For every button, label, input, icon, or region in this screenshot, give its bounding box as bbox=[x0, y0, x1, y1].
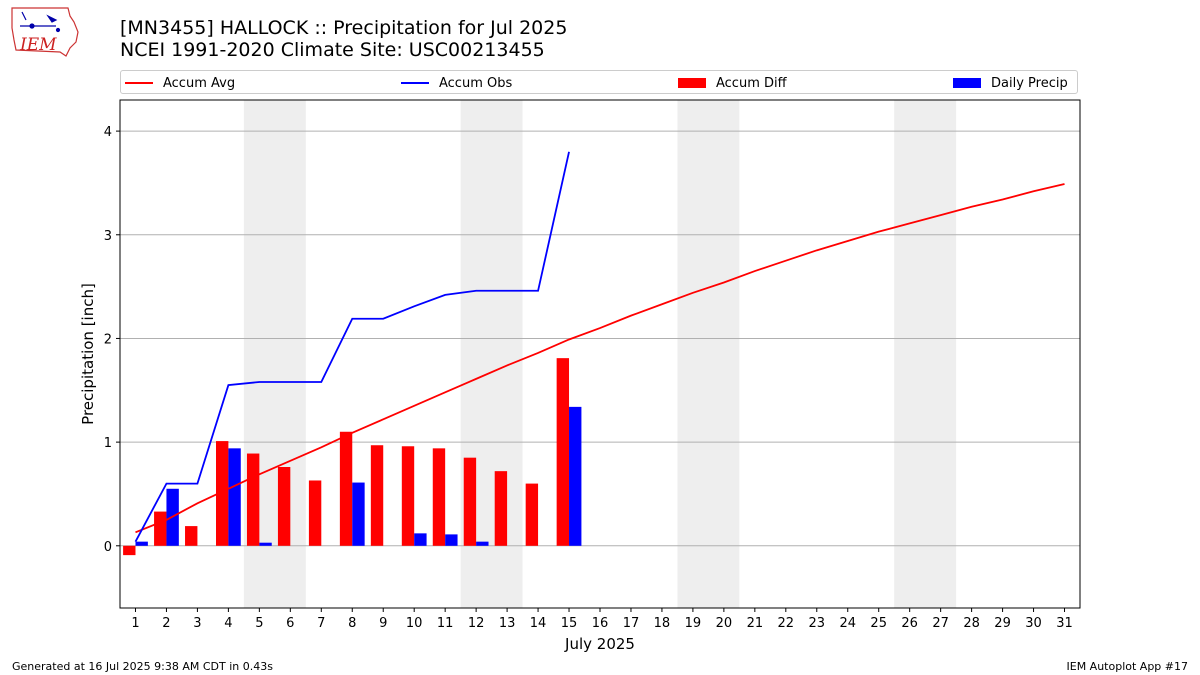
legend-item-accum-avg: Accum Avg bbox=[125, 74, 235, 92]
accum-avg-line bbox=[135, 183, 1065, 534]
accum-diff-bar bbox=[216, 441, 229, 546]
x-tick-label: 24 bbox=[839, 616, 856, 631]
x-tick-label: 4 bbox=[224, 616, 232, 631]
accum-diff-bar bbox=[494, 471, 508, 546]
legend-swatch-daily-precip bbox=[953, 78, 981, 88]
y-tick-label: 3 bbox=[104, 229, 112, 244]
legend-label-accum-diff: Accum Diff bbox=[716, 75, 787, 91]
accum-diff-bar bbox=[432, 448, 446, 546]
x-tick-label: 5 bbox=[255, 616, 263, 631]
accum-obs-line bbox=[134, 151, 570, 543]
legend-item-accum-diff: Accum Diff bbox=[678, 74, 787, 92]
chart-subtitle: NCEI 1991-2020 Climate Site: USC00213455 bbox=[120, 39, 545, 61]
y-tick-label: 4 bbox=[104, 125, 112, 140]
x-tick-label: 22 bbox=[778, 616, 795, 631]
daily-precip-bar bbox=[135, 541, 148, 546]
weekend-band bbox=[460, 100, 523, 608]
accum-diff-bar bbox=[525, 483, 539, 546]
x-tick-label: 17 bbox=[623, 616, 640, 631]
iem-logo: IEM bbox=[11, 7, 79, 57]
daily-precip-bar bbox=[476, 541, 489, 546]
accum-diff-bar bbox=[463, 457, 477, 546]
accum-diff-bar bbox=[308, 480, 322, 546]
y-tick-label: 1 bbox=[104, 436, 112, 451]
accum-diff-bar bbox=[154, 511, 167, 546]
daily-precip-bar bbox=[569, 406, 582, 546]
x-tick-label: 6 bbox=[286, 616, 294, 631]
x-tick-label: 21 bbox=[747, 616, 764, 631]
legend-swatch-accum-diff bbox=[678, 78, 706, 88]
accum-diff-bar bbox=[339, 431, 353, 546]
x-tick-label: 8 bbox=[348, 616, 356, 631]
x-tick-label: 10 bbox=[406, 616, 423, 631]
accum-diff-bar bbox=[277, 467, 291, 546]
legend-item-daily-precip: Daily Precip bbox=[953, 74, 1068, 92]
x-tick-label: 16 bbox=[592, 616, 609, 631]
daily-precip-bar bbox=[259, 542, 272, 546]
x-tick-label: 19 bbox=[685, 616, 702, 631]
x-tick-label: 25 bbox=[870, 616, 887, 631]
logo-text: IEM bbox=[19, 35, 57, 55]
legend-label-accum-avg: Accum Avg bbox=[163, 75, 236, 91]
legend-swatch-accum-avg bbox=[125, 82, 153, 84]
x-tick-label: 27 bbox=[932, 616, 949, 631]
x-tick-label: 14 bbox=[530, 616, 547, 631]
x-tick-label: 30 bbox=[1025, 616, 1042, 631]
x-tick-label: 29 bbox=[994, 616, 1011, 631]
x-tick-label: 26 bbox=[901, 616, 918, 631]
footer-app-text: IEM Autoplot App #17 bbox=[1066, 660, 1189, 673]
x-tick-label: 15 bbox=[561, 616, 578, 631]
x-tick-label: 13 bbox=[499, 616, 516, 631]
y-tick-label: 2 bbox=[104, 332, 112, 347]
x-tick-label: 1 bbox=[131, 616, 139, 631]
accum-diff-bar bbox=[246, 453, 260, 546]
chart-title: [MN3455] HALLOCK :: Precipitation for Ju… bbox=[120, 17, 568, 39]
x-tick-label: 23 bbox=[809, 616, 826, 631]
daily-precip-bar bbox=[228, 448, 241, 546]
legend-item-accum-obs: Accum Obs bbox=[401, 74, 512, 92]
x-tick-label: 28 bbox=[963, 616, 980, 631]
wind-vane-icon bbox=[20, 11, 61, 33]
daily-precip-bar bbox=[352, 482, 365, 546]
accum-diff-bar bbox=[185, 526, 198, 546]
x-tick-label: 7 bbox=[317, 616, 325, 631]
daily-precip-bar bbox=[166, 488, 179, 546]
x-tick-label: 11 bbox=[437, 616, 454, 631]
legend-label-accum-obs: Accum Obs bbox=[439, 75, 513, 91]
legend-swatch-accum-obs bbox=[401, 82, 429, 84]
accum-diff-bar bbox=[370, 445, 384, 546]
x-tick-label: 31 bbox=[1056, 616, 1073, 631]
x-tick-label: 12 bbox=[468, 616, 485, 631]
accum-diff-bar bbox=[123, 545, 136, 556]
daily-precip-bar bbox=[445, 534, 458, 546]
accum-diff-bar bbox=[401, 446, 415, 546]
x-tick-label: 18 bbox=[654, 616, 671, 631]
legend: Accum Avg Accum Obs Accum Diff Daily Pre… bbox=[120, 70, 1078, 94]
y-tick-label: 0 bbox=[104, 540, 112, 555]
legend-label-daily-precip: Daily Precip bbox=[991, 75, 1068, 91]
x-tick-label: 3 bbox=[193, 616, 201, 631]
daily-precip-bar bbox=[414, 533, 427, 546]
weekend-band bbox=[677, 100, 740, 608]
weekend-band bbox=[894, 100, 957, 608]
x-axis-label: July 2025 bbox=[564, 635, 635, 653]
x-tick-label: 2 bbox=[162, 616, 170, 631]
plot-frame bbox=[119, 99, 1081, 609]
y-axis-label: Precipitation [inch] bbox=[79, 283, 97, 425]
accum-diff-bar bbox=[556, 358, 570, 546]
x-tick-label: 9 bbox=[379, 616, 387, 631]
weekend-band bbox=[243, 100, 306, 608]
x-tick-label: 20 bbox=[716, 616, 733, 631]
footer-generated-text: Generated at 16 Jul 2025 9:38 AM CDT in … bbox=[12, 660, 273, 673]
